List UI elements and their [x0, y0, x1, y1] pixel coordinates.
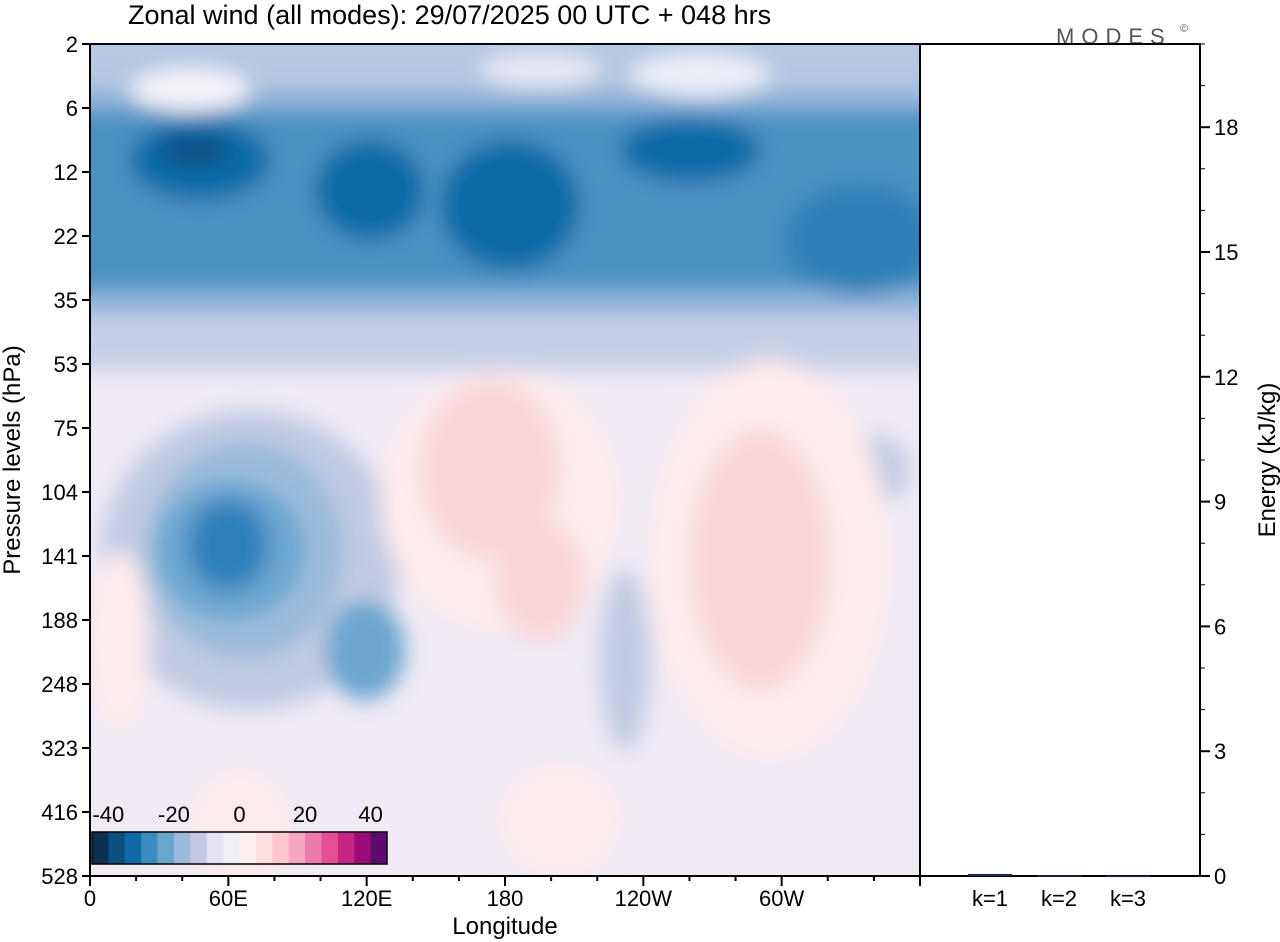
energy-bar: [1037, 875, 1081, 877]
colorbar-swatch: [206, 832, 224, 864]
pressure-axis: 2 6 12 22 35 53 75 104 141 188 248 323 416 528: [41, 32, 90, 889]
pressure-tick-label: 53: [54, 352, 78, 377]
energy-frame: [919, 43, 1201, 877]
colorbar-label: -20: [158, 802, 190, 827]
pressure-tick-label: 2: [66, 32, 78, 57]
longitude-tick-label: 120W: [615, 886, 673, 911]
x-axis-label: Longitude: [452, 913, 557, 940]
pressure-tick-label: 141: [41, 544, 78, 569]
pressure-tick-label: 188: [41, 608, 78, 633]
trop-core: [188, 500, 268, 590]
pressure-tick-label: 35: [54, 288, 78, 313]
chart-title: Zonal wind (all modes): 29/07/2025 00 UT…: [128, 0, 771, 30]
colorbar-swatch: [92, 832, 109, 864]
colorbar-swatch: [370, 832, 388, 864]
energy-axis: 0 3 6 9 12 15 18: [1200, 43, 1238, 889]
pressure-tick-label: 75: [54, 416, 78, 441]
trop-tail: [325, 600, 405, 700]
core-a-inner: [160, 136, 230, 164]
mode-label: k=2: [1041, 886, 1077, 911]
energy-tick-label: 15: [1214, 240, 1238, 265]
pressure-tick-label: 22: [54, 224, 78, 249]
colorbar-swatch: [223, 832, 240, 864]
y-axis-label: Pressure levels (hPa): [0, 345, 26, 574]
brand-mark: ©: [1180, 23, 1188, 35]
longitude-tick-label: 60E: [209, 886, 248, 911]
west-pale-surface2: [500, 765, 620, 875]
west-pale-surface: [190, 770, 290, 876]
energy-tick-label: 3: [1214, 739, 1226, 764]
energy-bars: [968, 873, 1150, 878]
colorbar-swatch: [354, 832, 372, 864]
colorbar-swatch: [305, 832, 322, 864]
pressure-tick-label: 6: [66, 96, 78, 121]
energy-bar: [1106, 875, 1150, 878]
upper-pale-patch-1: [130, 68, 250, 112]
core-d: [620, 118, 760, 182]
upper-pale-patch-2: [480, 52, 600, 88]
longitude-tick-label: 0: [84, 886, 96, 911]
colorbar-swatch: [239, 832, 257, 864]
core-e: [785, 185, 920, 295]
colorbar-swatch: [337, 832, 355, 864]
colorbar-frame: [91, 831, 388, 865]
upper-pale-patch-3: [630, 53, 770, 97]
heatmap-field: [90, 44, 920, 876]
west-pink-180: [420, 380, 560, 560]
colorbar: -40 -20 0 20 40: [91, 802, 388, 865]
west-pink-60w: [690, 430, 830, 690]
pressure-tick-label: 248: [41, 672, 78, 697]
colorbar-swatch: [141, 832, 159, 864]
energy-tick-label: 18: [1214, 115, 1238, 140]
colorbar-swatch: [190, 832, 208, 864]
west-pale-0: [90, 550, 150, 730]
colorbar-swatch: [321, 832, 339, 864]
longitude-axis: 0 60E 120E 180 120W 60W: [84, 876, 921, 911]
pressure-tick-label: 323: [41, 736, 78, 761]
west-pink-180b: [495, 520, 585, 640]
mode-axis: k=1 k=2 k=3: [972, 886, 1146, 911]
core-c: [440, 140, 580, 270]
colorbar-swatch: [124, 832, 142, 864]
energy-tick-label: 0: [1214, 864, 1226, 889]
energy-tick-label: 12: [1214, 365, 1238, 390]
colorbar-swatch: [157, 832, 175, 864]
colorbar-label: 20: [293, 802, 317, 827]
pressure-tick-label: 416: [41, 800, 78, 825]
energy-bar: [968, 873, 1012, 876]
colorbar-swatch: [255, 832, 273, 864]
pressure-tick-label: 104: [41, 480, 78, 505]
longitude-tick-label: 60W: [759, 886, 804, 911]
heatmap-panel: 2 6 12 22 35 53 75 104 141 188 248 323 416 528 0 60E 12…: [0, 32, 921, 940]
colorbar-swatch: [288, 832, 306, 864]
energy-axis-label: Energy (kJ/kg): [1254, 383, 1280, 538]
colorbar-label: -40: [92, 802, 124, 827]
energy-tick-label: 6: [1214, 614, 1226, 639]
energy-tick-label: 9: [1214, 490, 1226, 515]
mode-label: k=1: [972, 886, 1008, 911]
longitude-tick-label: 120E: [341, 886, 392, 911]
trop-tongue: [600, 570, 650, 750]
core-b: [315, 140, 425, 240]
colorbar-label: 0: [233, 802, 245, 827]
pressure-tick-label: 528: [41, 864, 78, 889]
colorbar-label: 40: [358, 802, 382, 827]
colorbar-swatch: [272, 832, 290, 864]
colorbar-swatch: [173, 832, 191, 864]
pressure-tick-label: 12: [54, 160, 78, 185]
mode-label: k=3: [1110, 886, 1146, 911]
energy-panel: 0 3 6 9 12 15 18 k=1 k=2 k=3 Energy (kJ/kg): [919, 43, 1280, 911]
longitude-tick-label: 180: [487, 886, 524, 911]
colorbar-swatch: [108, 832, 126, 864]
